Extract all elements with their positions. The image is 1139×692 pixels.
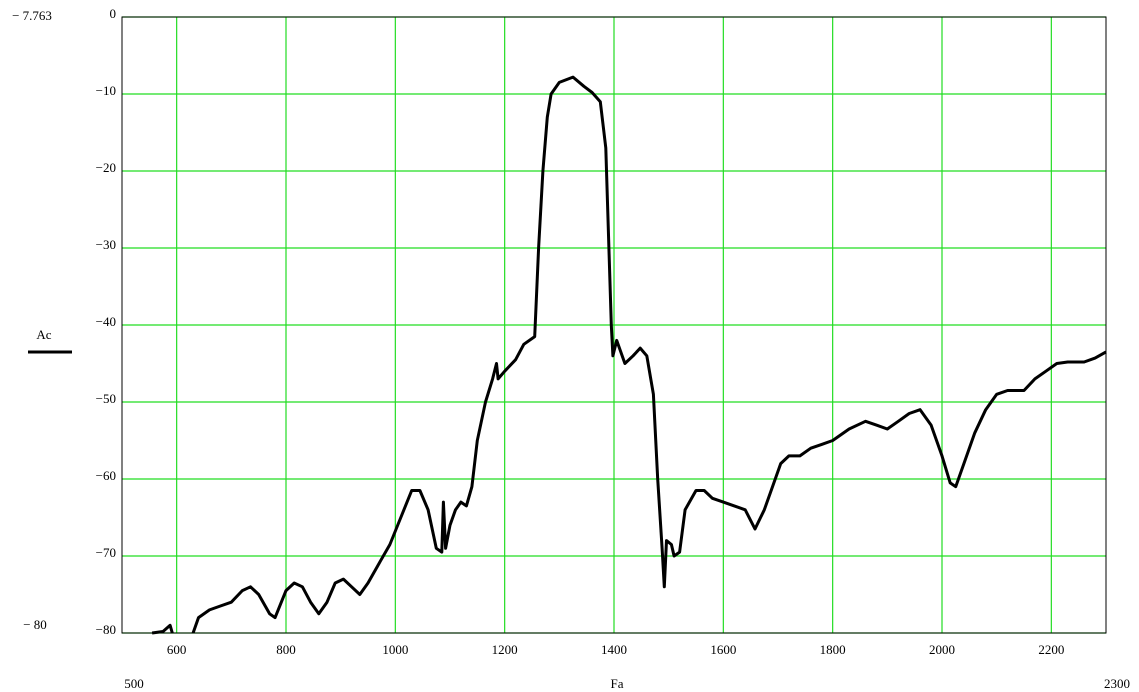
x-tick-label: 1400 — [601, 642, 627, 657]
legend-label: Ac — [36, 327, 51, 342]
x-tick-label: 1000 — [382, 642, 408, 657]
y-tick-label: −50 — [96, 391, 116, 406]
y-tick-label: −60 — [96, 468, 116, 483]
data-line — [151, 75, 1107, 635]
annotation: − 7.763 — [12, 8, 52, 23]
y-tick-label: −20 — [96, 160, 116, 175]
x-axis-label: Fa — [611, 676, 624, 691]
plot-frame — [121, 16, 1107, 634]
x-tick-label: 2200 — [1038, 642, 1064, 657]
y-tick-label: −30 — [96, 237, 116, 252]
y-tick-label: −70 — [96, 545, 116, 560]
x-tick-label: 800 — [276, 642, 296, 657]
y-tick-label: −80 — [96, 622, 116, 637]
x-tick-label: 600 — [167, 642, 187, 657]
x-tick-label: 1200 — [492, 642, 518, 657]
y-tick-label: −10 — [96, 83, 116, 98]
annotation: − 80 — [23, 617, 47, 632]
x-tick-label: 1600 — [710, 642, 736, 657]
x-limit-label: 500 — [124, 676, 144, 691]
y-tick-label: −40 — [96, 314, 116, 329]
y-tick-label: 0 — [110, 6, 117, 21]
x-limit-label: 2300 — [1104, 676, 1130, 691]
x-tick-label: 2000 — [929, 642, 955, 657]
x-tick-label: 1800 — [820, 642, 846, 657]
